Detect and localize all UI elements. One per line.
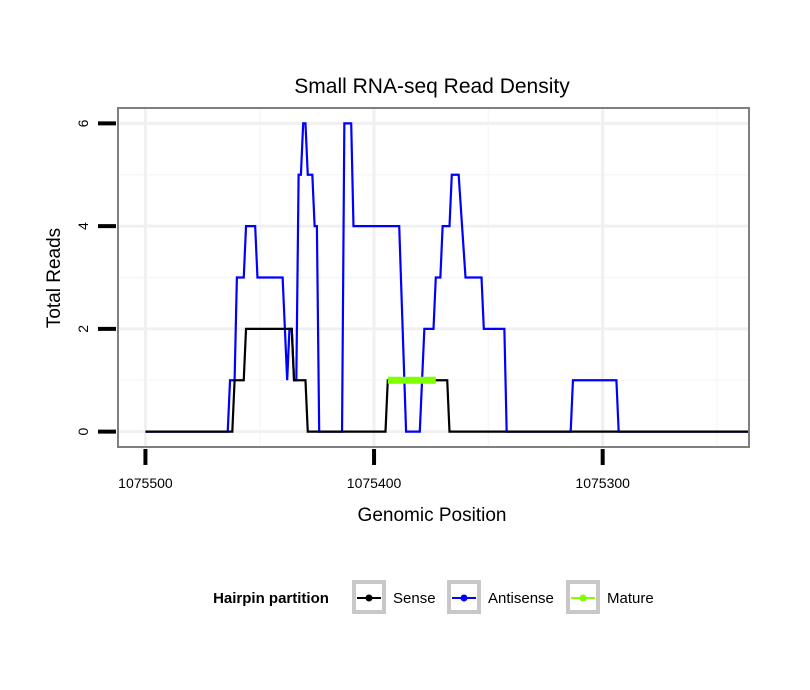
legend-label-antisense: Antisense [488, 590, 554, 607]
axes: 1075500 1075400 1075300 0 2 4 6 [75, 119, 630, 491]
chart-title: Small RNA-seq Read Density [294, 75, 570, 98]
legend-dot-sense [365, 594, 373, 602]
legend-item-antisense: Antisense [447, 580, 554, 614]
x-tick-label: 1075500 [118, 475, 173, 491]
legend: Hairpin partition Sense Antisense Mature [213, 580, 654, 614]
y-tick-label: 4 [75, 222, 91, 230]
legend-item-mature: Mature [566, 580, 654, 614]
legend-dot-mature [579, 594, 587, 602]
x-axis-label: Genomic Position [358, 505, 507, 526]
x-tick-label: 1075300 [575, 475, 630, 491]
legend-label-sense: Sense [393, 590, 436, 607]
legend-label-mature: Mature [607, 590, 654, 607]
legend-item-sense: Sense [352, 580, 436, 614]
legend-dot-antisense [460, 594, 468, 602]
y-tick-label: 2 [75, 325, 91, 333]
grid [118, 108, 749, 447]
series-sense [145, 327, 749, 433]
x-tick-label: 1075400 [347, 475, 402, 491]
y-tick-label: 6 [75, 119, 91, 127]
plot-panel-border [117, 107, 750, 448]
legend-title: Hairpin partition [213, 590, 329, 607]
series-layer [145, 122, 749, 433]
y-axis-label: Total Reads [44, 228, 65, 328]
y-tick-label: 0 [75, 427, 91, 435]
